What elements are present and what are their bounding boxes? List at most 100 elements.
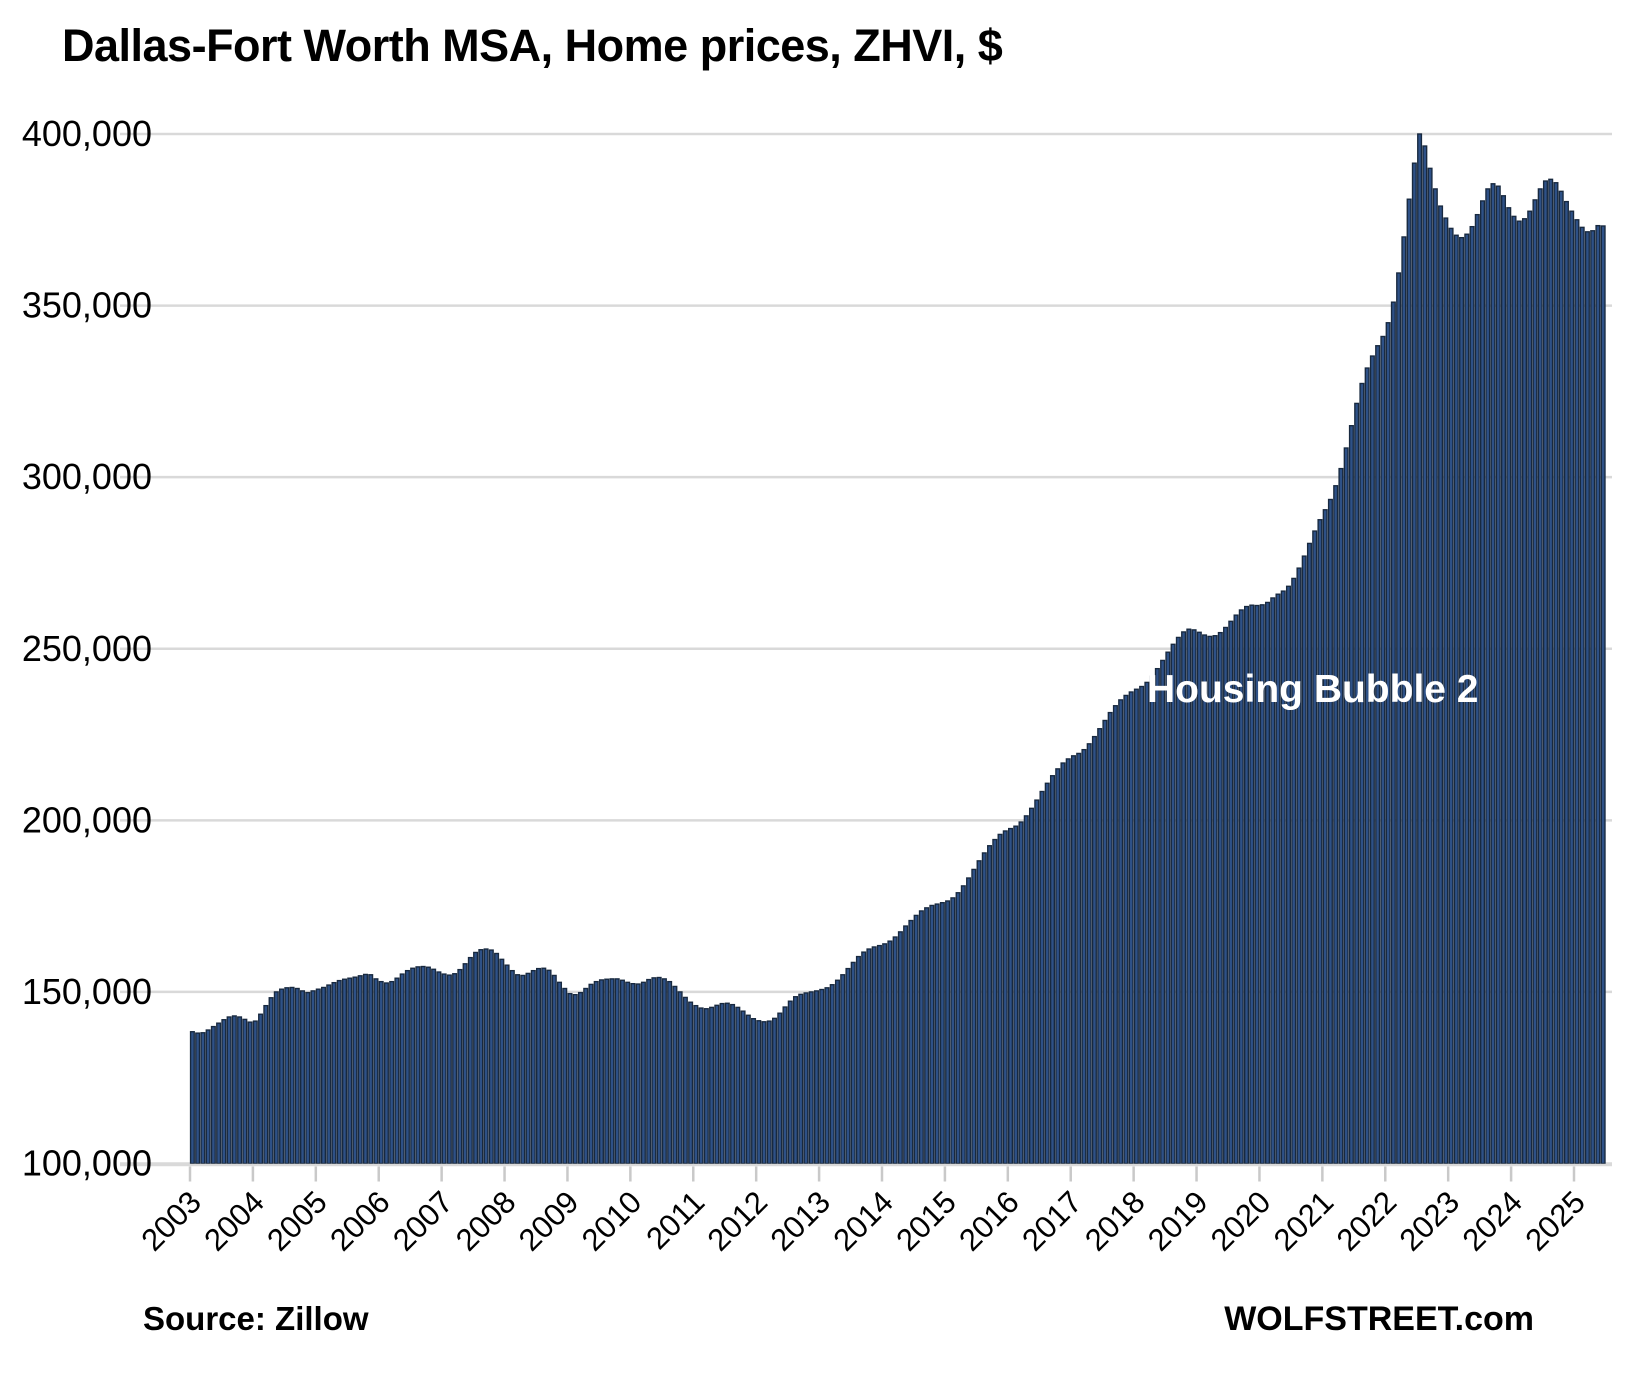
zhvi-bar [1369, 355, 1375, 1165]
zhvi-bar [908, 919, 914, 1165]
branding-wolfstreet: WOLFSTREET.com [1224, 1300, 1534, 1338]
zhvi-bar [1427, 167, 1433, 1165]
zhvi-bar [415, 966, 421, 1165]
zhvi-bar [1301, 555, 1307, 1165]
zhvi-bar [593, 980, 599, 1165]
zhvi-bar [189, 1031, 195, 1165]
zhvi-bar [1553, 182, 1559, 1165]
zhvi-bar [682, 996, 688, 1165]
zhvi-bar [1521, 218, 1528, 1165]
zhvi-bar [677, 991, 683, 1165]
zhvi-bar [829, 984, 835, 1165]
zhvi-bar [1097, 728, 1103, 1165]
zhvi-bar [1123, 694, 1129, 1165]
zhvi-bar [1291, 577, 1297, 1165]
zhvi-bar [635, 983, 641, 1165]
zhvi-bar [577, 991, 584, 1165]
y-tick-label-150000: 150,000 [22, 971, 152, 1012]
zhvi-bar [1500, 195, 1507, 1165]
zhvi-bar [1380, 335, 1386, 1165]
zhvi-bar [1333, 485, 1339, 1165]
zhvi-bar [955, 892, 961, 1165]
zhvi-bar [992, 838, 998, 1165]
zhvi-bar [950, 897, 956, 1165]
zhvi-bar [551, 974, 557, 1165]
zhvi-bar [1485, 188, 1491, 1165]
zhvi-bar [1579, 226, 1585, 1165]
x-tick-label-2024: 2024 [1456, 1184, 1530, 1258]
zhvi-bar [457, 968, 463, 1165]
zhvi-bar [1385, 322, 1391, 1165]
x-tick-label-2019: 2019 [1141, 1184, 1215, 1258]
zhvi-bar [766, 1020, 772, 1165]
zhvi-bar [362, 973, 368, 1165]
zhvi-bar [1149, 675, 1155, 1165]
zhvi-bar [740, 1010, 746, 1165]
zhvi-bar [646, 978, 652, 1165]
zhvi-bar [1060, 762, 1066, 1165]
zhvi-bar [536, 967, 542, 1165]
zhvi-bar [787, 1000, 793, 1165]
zhvi-bar [1348, 425, 1354, 1165]
zhvi-bar [425, 966, 431, 1165]
zhvi-bar [1548, 178, 1554, 1165]
zhvi-bar [808, 991, 814, 1165]
zhvi-bar [1469, 225, 1475, 1165]
zhvi-bar [1406, 198, 1412, 1165]
zhvi-bar [556, 981, 563, 1165]
zhvi-bar [640, 981, 646, 1165]
zhvi-bar [824, 987, 830, 1165]
zhvi-bar [1039, 790, 1045, 1165]
zhvi-bar [960, 885, 966, 1165]
zhvi-bar [1495, 185, 1501, 1165]
zhvi-bar [1076, 752, 1082, 1165]
zhvi-bar [1327, 498, 1333, 1165]
zhvi-bar [279, 988, 285, 1165]
zhvi-bar [305, 991, 311, 1165]
zhvi-bar [987, 845, 993, 1165]
zhvi-bar [488, 949, 494, 1165]
zhvi-bar [310, 990, 316, 1165]
zhvi-bar [195, 1032, 201, 1165]
zhvi-bar [404, 969, 410, 1165]
zhvi-bar [761, 1021, 767, 1165]
zhvi-bar [1270, 597, 1276, 1165]
zhvi-bar [1259, 604, 1265, 1165]
zhvi-bar [651, 977, 657, 1165]
zhvi-bar [1065, 758, 1071, 1165]
zhvi-bar [751, 1018, 757, 1165]
x-tick-label-2003: 2003 [134, 1184, 208, 1258]
zhvi-bar [1411, 162, 1417, 1165]
zhvi-bar [462, 963, 468, 1165]
zhvi-bar [1160, 659, 1166, 1165]
zhvi-bar [803, 992, 809, 1165]
zhvi-bar [939, 902, 945, 1165]
zhvi-bar [221, 1019, 227, 1165]
zhvi-bar [861, 951, 867, 1165]
y-tick-label-300000: 300,000 [22, 456, 152, 497]
zhvi-bar [1584, 231, 1590, 1165]
zhvi-bar [1165, 651, 1171, 1165]
zhvi-bar [452, 973, 458, 1165]
zhvi-bar [446, 974, 452, 1165]
zhvi-bar [467, 956, 473, 1165]
zhvi-bar [1490, 183, 1496, 1165]
zhvi-bar [1569, 210, 1575, 1165]
zhvi-bar [850, 961, 856, 1165]
zhvi-bar [1275, 593, 1281, 1165]
zhvi-bar [792, 996, 799, 1165]
zhvi-bar [436, 971, 442, 1165]
bars-group [189, 133, 1606, 1165]
zhvi-bar [1443, 217, 1449, 1165]
zhvi-bar [598, 979, 604, 1165]
zhvi-bar [1532, 199, 1538, 1165]
source-note: Source: Zillow [143, 1300, 369, 1337]
zhvi-bar [1254, 604, 1260, 1165]
x-tick-label-2014: 2014 [826, 1184, 900, 1258]
zhvi-bar [1322, 509, 1328, 1165]
zhvi-bar [1013, 825, 1019, 1165]
zhvi-bar [1511, 215, 1517, 1165]
y-tick-label-250000: 250,000 [22, 628, 152, 669]
zhvi-bar [1459, 236, 1465, 1165]
zhvi-bar [541, 967, 547, 1165]
